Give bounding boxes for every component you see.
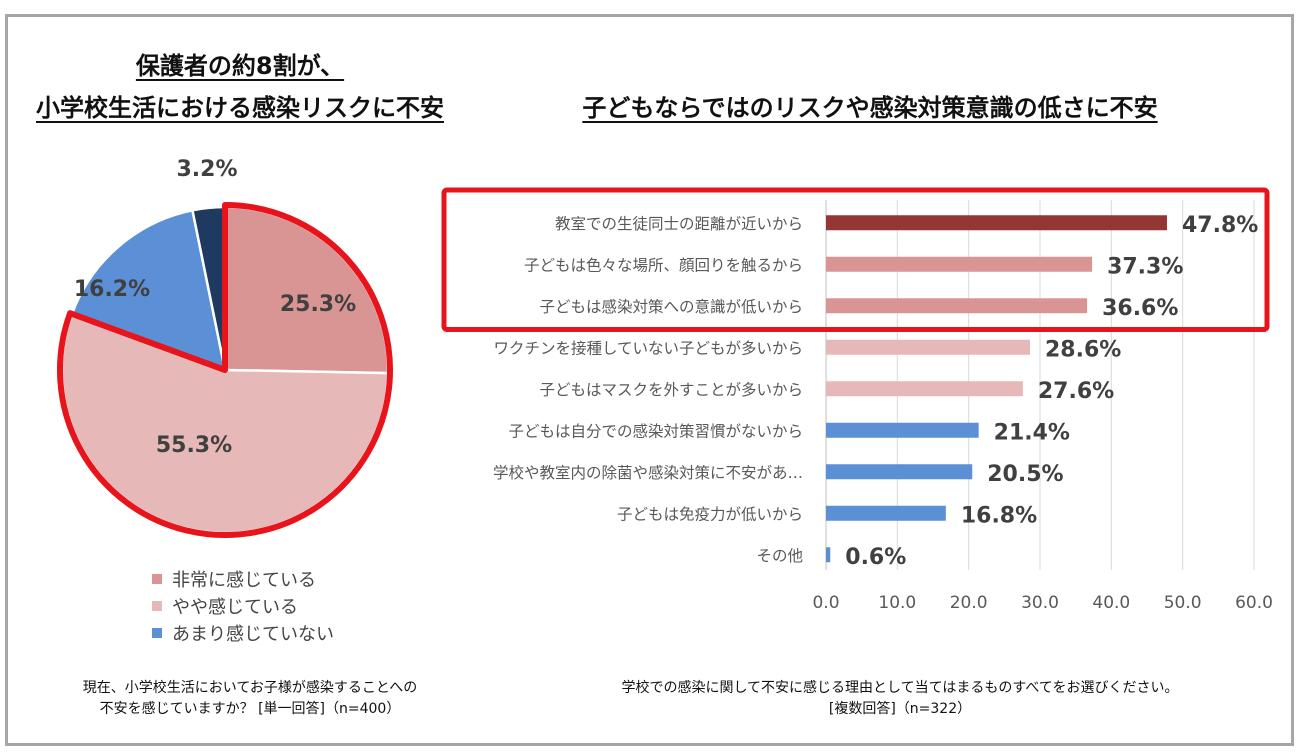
legend-swatch xyxy=(152,627,162,638)
x-tick-label: 10.0 xyxy=(878,593,916,613)
bar-value-label: 21.4% xyxy=(994,420,1070,445)
category-label: 学校や教室内の除菌や感染対策に不安があ… xyxy=(493,464,803,482)
bar xyxy=(826,298,1088,314)
legend-item: 非常に感じている xyxy=(152,565,334,592)
bar-value-label: 37.3% xyxy=(1107,254,1183,279)
legend-label: あまり感じていない xyxy=(172,623,334,645)
pie-value-label: 25.3% xyxy=(280,292,356,317)
bar-value-label: 47.8% xyxy=(1182,213,1258,238)
pie-value-label: 3.2% xyxy=(176,157,237,182)
x-tick-label: 30.0 xyxy=(1021,593,1059,613)
legend-swatch xyxy=(152,600,162,611)
pie-value-label: 16.2% xyxy=(74,277,150,302)
bar-value-label: 20.5% xyxy=(987,462,1063,487)
x-tick-label: 60.0 xyxy=(1235,593,1273,613)
highlight-box xyxy=(441,187,1270,332)
pie-question-line1: 現在、小学校生活においてお子様が感染することへの xyxy=(82,680,418,696)
category-label: 子どもは色々な場所、顔回りを触るから xyxy=(524,256,803,274)
pie-title-line1: 保護者の約8割が、 xyxy=(135,52,345,80)
bar-title: 子どもならではのリスクや感染対策意識の低さに不安 xyxy=(582,94,1158,122)
bar-question: 学校での感染に関して不安に感じる理由として当てはまるものすべてをお選びください。… xyxy=(560,678,1240,720)
category-label: その他 xyxy=(756,547,803,565)
bar xyxy=(826,256,1093,272)
bar-value-label: 27.6% xyxy=(1038,379,1114,404)
bar-question-line2: [複数回答]（n=322） xyxy=(828,701,972,717)
pie-question-line2: 不安を感じていますか？ [単一回答]（n=400） xyxy=(99,701,401,717)
pie-legend: 非常に感じている やや感じている あまり感じていない xyxy=(152,565,334,646)
bar-value-label: 28.6% xyxy=(1045,337,1121,362)
category-label: ワクチンを接種していない子どもが多いから xyxy=(493,339,803,357)
bar xyxy=(826,547,831,563)
category-label: 子どもは感染対策への意識が低いから xyxy=(539,297,803,316)
bar xyxy=(826,422,979,438)
bar-value-label: 16.8% xyxy=(961,503,1037,528)
legend-swatch xyxy=(152,573,162,584)
pie-value-label: 55.3% xyxy=(156,433,232,458)
bar-value-label: 0.6% xyxy=(845,545,906,570)
category-label: 子どもはマスクを外すことが多いから xyxy=(539,381,803,399)
legend-item: やや感じている xyxy=(152,592,334,619)
bar-question-line1: 学校での感染に関して不安に感じる理由として当てはまるものすべてをお選びください。 xyxy=(621,680,1179,696)
pie-title-line2: 小学校生活における感染リスクに不安 xyxy=(36,94,444,122)
bar xyxy=(826,339,1031,355)
x-tick-label: 40.0 xyxy=(1092,593,1130,613)
bar xyxy=(826,215,1167,231)
category-label: 教室での生徒同士の距離が近いから xyxy=(555,215,803,233)
legend-label: やや感じている xyxy=(172,596,298,618)
pie-slice xyxy=(70,208,227,372)
category-label: 子どもは免疫力が低いから xyxy=(617,505,803,523)
category-label: 子どもは自分での感染対策習慣がないから xyxy=(508,422,803,440)
bar xyxy=(826,464,973,480)
x-tick-label: 20.0 xyxy=(950,593,988,613)
bar-value-label: 36.6% xyxy=(1102,296,1178,321)
pie-chart: 25.3% 55.3% 16.2% 3.2% xyxy=(57,157,393,538)
legend-label: 非常に感じている xyxy=(172,569,316,591)
bar-chart: 0.0 10.0 20.0 30.0 40.0 50.0 60.0 教室での生徒同士の距離が近… xyxy=(441,187,1273,613)
legend-item: あまり感じていない xyxy=(152,619,334,646)
x-tick-label: 50.0 xyxy=(1164,593,1202,613)
bar xyxy=(826,381,1023,397)
pie-highlight-outline xyxy=(57,202,393,538)
bar xyxy=(826,505,946,521)
pie-question: 現在、小学校生活においてお子様が感染することへの 不安を感じていますか？ [単一… xyxy=(40,678,460,720)
x-tick-label: 0.0 xyxy=(812,593,839,613)
